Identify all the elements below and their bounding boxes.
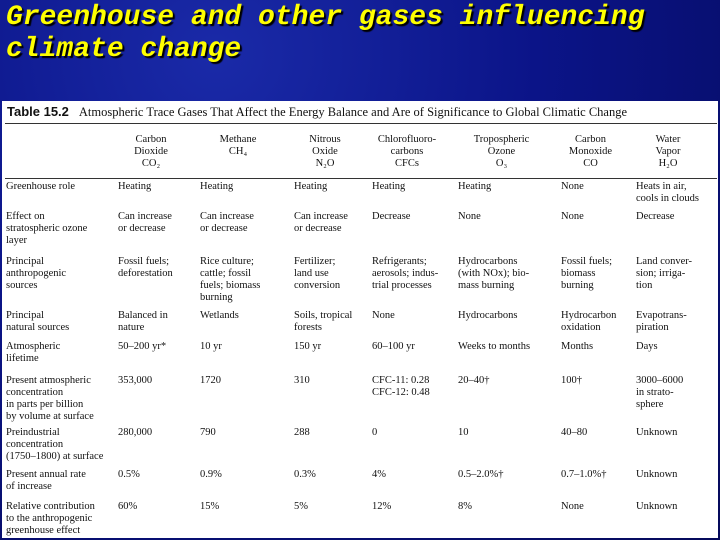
table-cell: 15% (200, 501, 220, 512)
row-label: Effect on stratospheric ozone layer (6, 211, 88, 246)
table-caption-text: Atmospheric Trace Gases That Affect the … (78, 105, 628, 119)
column-header: Tropospheric Ozone O₃ (473, 134, 530, 169)
table-cell: Rice culture; cattle; fossil fuels; biom… (200, 256, 261, 303)
table-cell: 353,000 (118, 375, 153, 386)
table-cell: Decrease (372, 211, 411, 222)
table-cell: Heating (372, 181, 406, 192)
table-cell: Unknown (636, 501, 678, 512)
row-label: Present annual rate of increase (6, 469, 86, 492)
table-cell: Refrigerants; aerosols; indus- trial pro… (372, 256, 439, 291)
table-cell: 0.7–1.0%† (561, 469, 607, 480)
table-cell: Decrease (636, 211, 675, 222)
table-cell: Balanced in nature (118, 310, 168, 333)
column-header: Carbon Dioxide CO₂ (134, 134, 168, 169)
table-cell: 288 (294, 427, 310, 438)
table-cell: Heats in air, cools in clouds (636, 181, 699, 204)
table-cell: CFC-11: 0.28 CFC-12: 0.48 (372, 375, 430, 398)
column-header: Chlorofluoro- carbons CFCs (377, 134, 437, 169)
table-cell: Can increase or decrease (118, 211, 172, 234)
table-cell: 10 yr (200, 341, 222, 352)
row-label: Principal anthropogenic sources (6, 256, 67, 291)
table-cell: Months (561, 341, 594, 352)
table-cell: 790 (200, 427, 216, 438)
row-label: Principal natural sources (6, 310, 70, 333)
table-cell: Unknown (636, 469, 678, 480)
table-cell: 0 (372, 427, 378, 438)
column-header: Water Vapor H₂O (655, 134, 681, 169)
table-cell: 8% (458, 501, 472, 512)
table-cell: Can increase or decrease (294, 211, 348, 234)
table-cell: 50–200 yr* (118, 341, 167, 352)
table-cell: 12% (372, 501, 392, 512)
table-cell: 0.5–2.0%† (458, 469, 504, 480)
table-cell: None (561, 501, 584, 512)
table-cell: Can increase or decrease (200, 211, 254, 234)
table-cell: 5% (294, 501, 308, 512)
table-cell: 3000–6000 in strato- sphere (636, 375, 684, 410)
table-cell: 310 (294, 375, 310, 386)
table-cell: 150 yr (294, 341, 322, 352)
table-cell: Weeks to months (458, 341, 531, 352)
row-label: Greenhouse role (6, 181, 76, 192)
row-label: Atmospheric lifetime (6, 341, 61, 364)
table-cell: 280,000 (118, 427, 153, 438)
table-cell: Evapotrans- piration (636, 310, 687, 333)
table-cell: Fossil fuels; deforestation (118, 256, 173, 279)
table-cell: Hydrocarbons (with NOx); bio- mass burni… (458, 256, 530, 291)
table-cell: Wetlands (200, 310, 239, 321)
table-cell: 0.9% (200, 469, 222, 480)
table-cell: 40–80 (561, 427, 588, 438)
table-caption: Table 15.2 Atmospheric Trace Gases That A… (7, 104, 627, 120)
table-cell: 4% (372, 469, 386, 480)
table-cell: Heating (200, 181, 234, 192)
row-label: Present atmospheric concentration in par… (6, 375, 94, 422)
table-cell: 20–40† (458, 375, 490, 386)
table-number: Table 15.2 (7, 104, 69, 119)
table-cell: 0.3% (294, 469, 316, 480)
table-cell: 60% (118, 501, 138, 512)
table-top-rule (5, 123, 717, 124)
column-header: Nitrous Oxide N₂O (309, 134, 341, 169)
table-cell: None (458, 211, 481, 222)
table-cell: Heating (294, 181, 328, 192)
table-cell: Hydrocarbon oxidation (561, 310, 617, 333)
row-label: Relative contribution to the anthropogen… (6, 501, 95, 536)
table-cell: None (561, 211, 584, 222)
table-cell: None (561, 181, 584, 192)
table-cell: Hydrocarbons (458, 310, 518, 321)
table-cell: Heating (118, 181, 152, 192)
row-label: Preindustrial concentration (1750–1800) … (6, 427, 104, 462)
table-cell: 100† (561, 375, 582, 386)
table-cell: Land conver- sion; irriga- tion (636, 256, 693, 291)
table-cell: 10 (458, 427, 469, 438)
table-sheet: Table 15.2 Atmospheric Trace Gases That A… (2, 101, 718, 538)
table-cell: 1720 (200, 375, 221, 386)
table-cell: Soils, tropical forests (294, 310, 353, 333)
table-cell: None (372, 310, 395, 321)
table-cell: Fossil fuels; biomass burning (561, 256, 613, 291)
slide-title: Greenhouse and other gases influencing c… (6, 2, 645, 65)
table-cell: 60–100 yr (372, 341, 415, 352)
table-cell: Fertilizer; land use conversion (294, 256, 341, 291)
column-header: Carbon Monoxide CO (568, 134, 613, 169)
column-header: Methane CH₄ (219, 134, 257, 157)
table-header-rule (5, 178, 717, 179)
table-cell: Heating (458, 181, 492, 192)
table-cell: Days (636, 341, 658, 352)
table-cell: Unknown (636, 427, 678, 438)
table-cell: 0.5% (118, 469, 140, 480)
